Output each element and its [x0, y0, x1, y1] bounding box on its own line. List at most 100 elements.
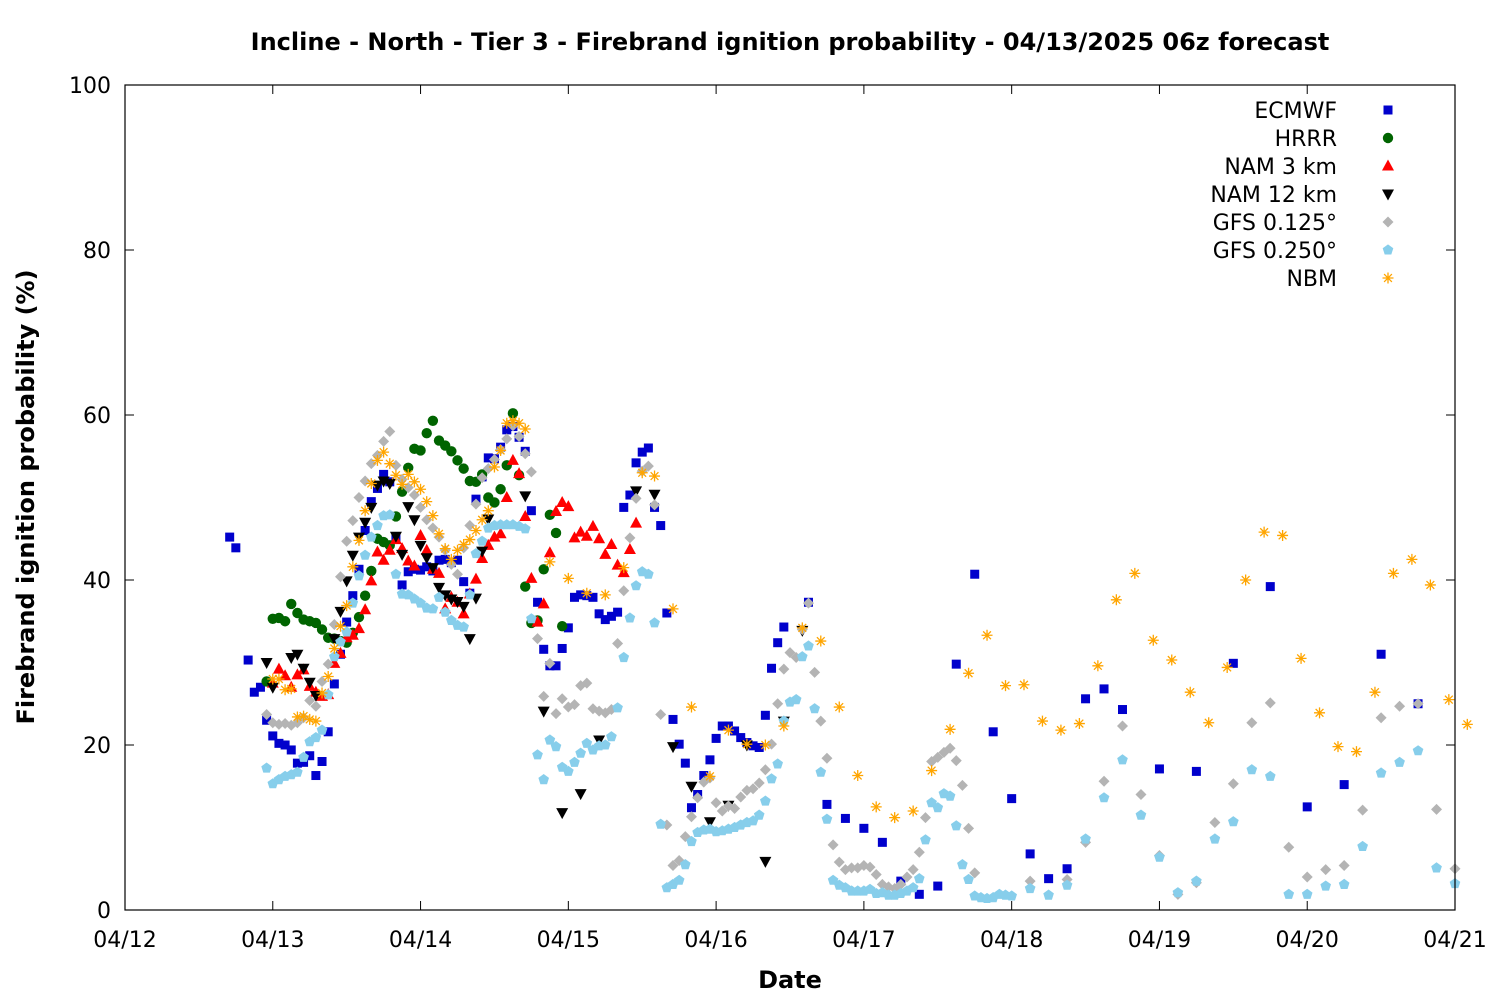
legend-label: GFS 0.125°: [1213, 211, 1337, 236]
data-point: [371, 454, 383, 466]
data-point: [291, 668, 304, 680]
data-point: [433, 591, 445, 602]
data-point: [963, 667, 975, 679]
data-point: [544, 556, 556, 568]
data-point: [790, 694, 802, 705]
data-point: [581, 737, 593, 748]
data-point: [476, 514, 488, 526]
data-point: [1080, 833, 1091, 844]
data-point: [513, 467, 526, 479]
legend-label: NBM: [1286, 267, 1337, 292]
data-point: [1431, 803, 1443, 815]
data-point: [354, 564, 364, 574]
data-point: [372, 519, 383, 531]
data-point: [285, 683, 297, 695]
data-point: [612, 638, 624, 650]
data-point: [427, 415, 439, 426]
data-point: [415, 483, 427, 495]
data-point: [655, 818, 666, 829]
data-point: [513, 430, 525, 442]
data-point: [773, 638, 783, 648]
data-point: [378, 446, 390, 458]
data-point: [956, 779, 968, 791]
data-point: [599, 547, 612, 559]
data-point: [408, 515, 421, 527]
x-tick-label: 04/21: [1423, 928, 1486, 953]
data-point: [748, 741, 758, 751]
data-point: [231, 543, 241, 553]
data-point: [310, 700, 322, 712]
data-point: [569, 756, 580, 767]
data-point: [298, 710, 310, 722]
data-point: [291, 711, 303, 723]
data-point: [402, 554, 415, 566]
data-point: [268, 731, 278, 741]
data-point: [1412, 745, 1424, 756]
x-tick-label: 04/17: [832, 928, 895, 953]
data-point: [359, 517, 372, 529]
data-point: [489, 497, 500, 508]
data-point: [390, 459, 402, 471]
x-tick-label: 04/20: [1276, 928, 1339, 953]
data-point: [1240, 574, 1252, 586]
data-point: [919, 812, 931, 824]
x-tick-label: 04/14: [389, 928, 452, 953]
plot-frame: [124, 84, 1456, 911]
data-point: [439, 543, 451, 555]
data-point: [348, 591, 358, 601]
chart-title: Incline - North - Tier 3 - Firebrand ign…: [251, 28, 1330, 56]
data-point: [422, 562, 432, 572]
data-point: [341, 600, 353, 612]
data-point: [390, 469, 402, 481]
data-point: [767, 663, 777, 673]
data-point: [433, 566, 446, 578]
data-point: [636, 467, 648, 479]
data-point: [359, 590, 371, 601]
data-point: [944, 742, 956, 754]
data-point: [421, 427, 432, 439]
data-point: [1043, 889, 1054, 900]
data-point: [611, 558, 624, 570]
data-point: [951, 659, 961, 669]
data-point: [722, 724, 734, 736]
data-point: [426, 563, 439, 575]
data-point: [488, 461, 500, 473]
data-point: [1264, 697, 1276, 709]
data-point: [384, 458, 396, 470]
series-asterisk: [267, 415, 1473, 824]
data-point: [778, 663, 790, 675]
data-point: [1431, 862, 1442, 873]
data-point: [323, 727, 333, 737]
data-point: [310, 715, 322, 727]
data-point: [550, 527, 562, 539]
data-point: [630, 492, 642, 504]
data-point: [274, 738, 284, 748]
data-point: [249, 687, 259, 697]
legend-label: ECMWF: [1254, 99, 1337, 124]
y-tick-label: 100: [69, 74, 111, 99]
data-point: [907, 864, 919, 876]
data-point: [580, 529, 593, 541]
data-point: [537, 706, 550, 718]
data-point: [396, 478, 408, 490]
legend-marker: [1382, 189, 1394, 201]
data-point: [469, 572, 482, 584]
data-point: [1007, 794, 1017, 804]
data-point: [556, 621, 568, 632]
data-point: [1412, 698, 1424, 710]
data-point: [495, 484, 506, 495]
data-point: [322, 658, 334, 670]
data-point: [944, 723, 956, 735]
data-point: [1350, 746, 1362, 758]
data-point: [1320, 864, 1332, 876]
data-point: [685, 811, 697, 823]
data-point: [674, 739, 684, 749]
data-point: [1092, 660, 1104, 672]
data-point: [821, 813, 833, 824]
data-point: [969, 867, 981, 879]
data-point: [299, 757, 309, 767]
data-point: [403, 462, 414, 473]
data-point: [286, 598, 297, 610]
data-point: [335, 620, 347, 632]
data-point: [402, 502, 415, 514]
